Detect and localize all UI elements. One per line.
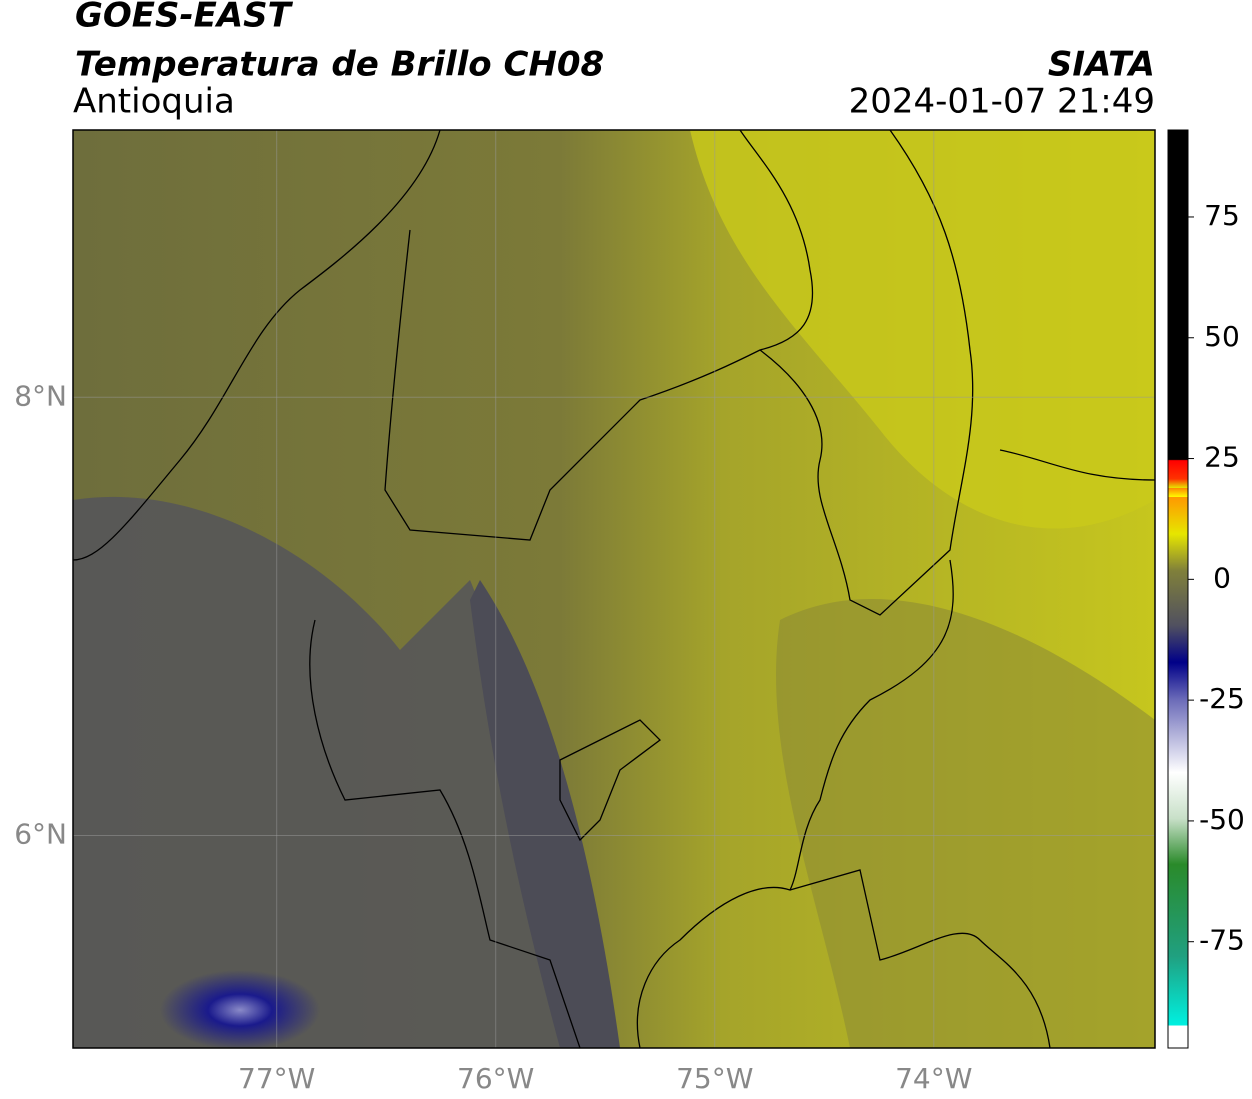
border: [789, 869, 1051, 1048]
grid: [73, 130, 1155, 1048]
warm-region: [690, 130, 1155, 529]
colorbar-tick-label: 50: [1204, 320, 1240, 353]
region: Antioquia: [73, 82, 235, 122]
map-frame: [72, 129, 1156, 1049]
source: SIATA: [1048, 45, 1155, 85]
border: [309, 619, 581, 1048]
dark-band: [470, 580, 620, 1048]
cold-cloud: [160, 970, 320, 1048]
colorbar-tick-label: 75: [1204, 199, 1240, 232]
y-tick-label: 6°N: [14, 817, 67, 850]
boundaries: [73, 130, 1155, 1048]
map-field: [73, 130, 1155, 1048]
border: [759, 130, 974, 616]
colorbar-tick-label: -50: [1199, 803, 1245, 836]
x-tick-label: 76°W: [457, 1062, 534, 1095]
mid-region: [776, 599, 1155, 1048]
x-tick-label: 74°W: [895, 1062, 972, 1095]
dark-region: [73, 496, 600, 1048]
colorbar-tick-label: -25: [1199, 682, 1245, 715]
x-tick-label: 77°W: [238, 1062, 315, 1095]
y-tick-label: 8°N: [14, 379, 67, 412]
x-tick-label: 75°W: [676, 1062, 753, 1095]
title: GOES-EAST: [75, 0, 294, 36]
datetime: 2024-01-07 21:49: [849, 82, 1155, 122]
colorbar-tick-label: 0: [1213, 561, 1231, 594]
border: [999, 449, 1155, 481]
colorbar: [1167, 129, 1189, 1049]
border: [384, 130, 814, 541]
border: [559, 719, 661, 842]
border: [636, 559, 954, 1048]
subtitle: Temperatura de Brillo CH08: [75, 45, 604, 85]
colorbar-tick-label: 25: [1204, 441, 1240, 474]
coast: [73, 130, 441, 561]
colorbar-tick-label: -75: [1199, 924, 1245, 957]
